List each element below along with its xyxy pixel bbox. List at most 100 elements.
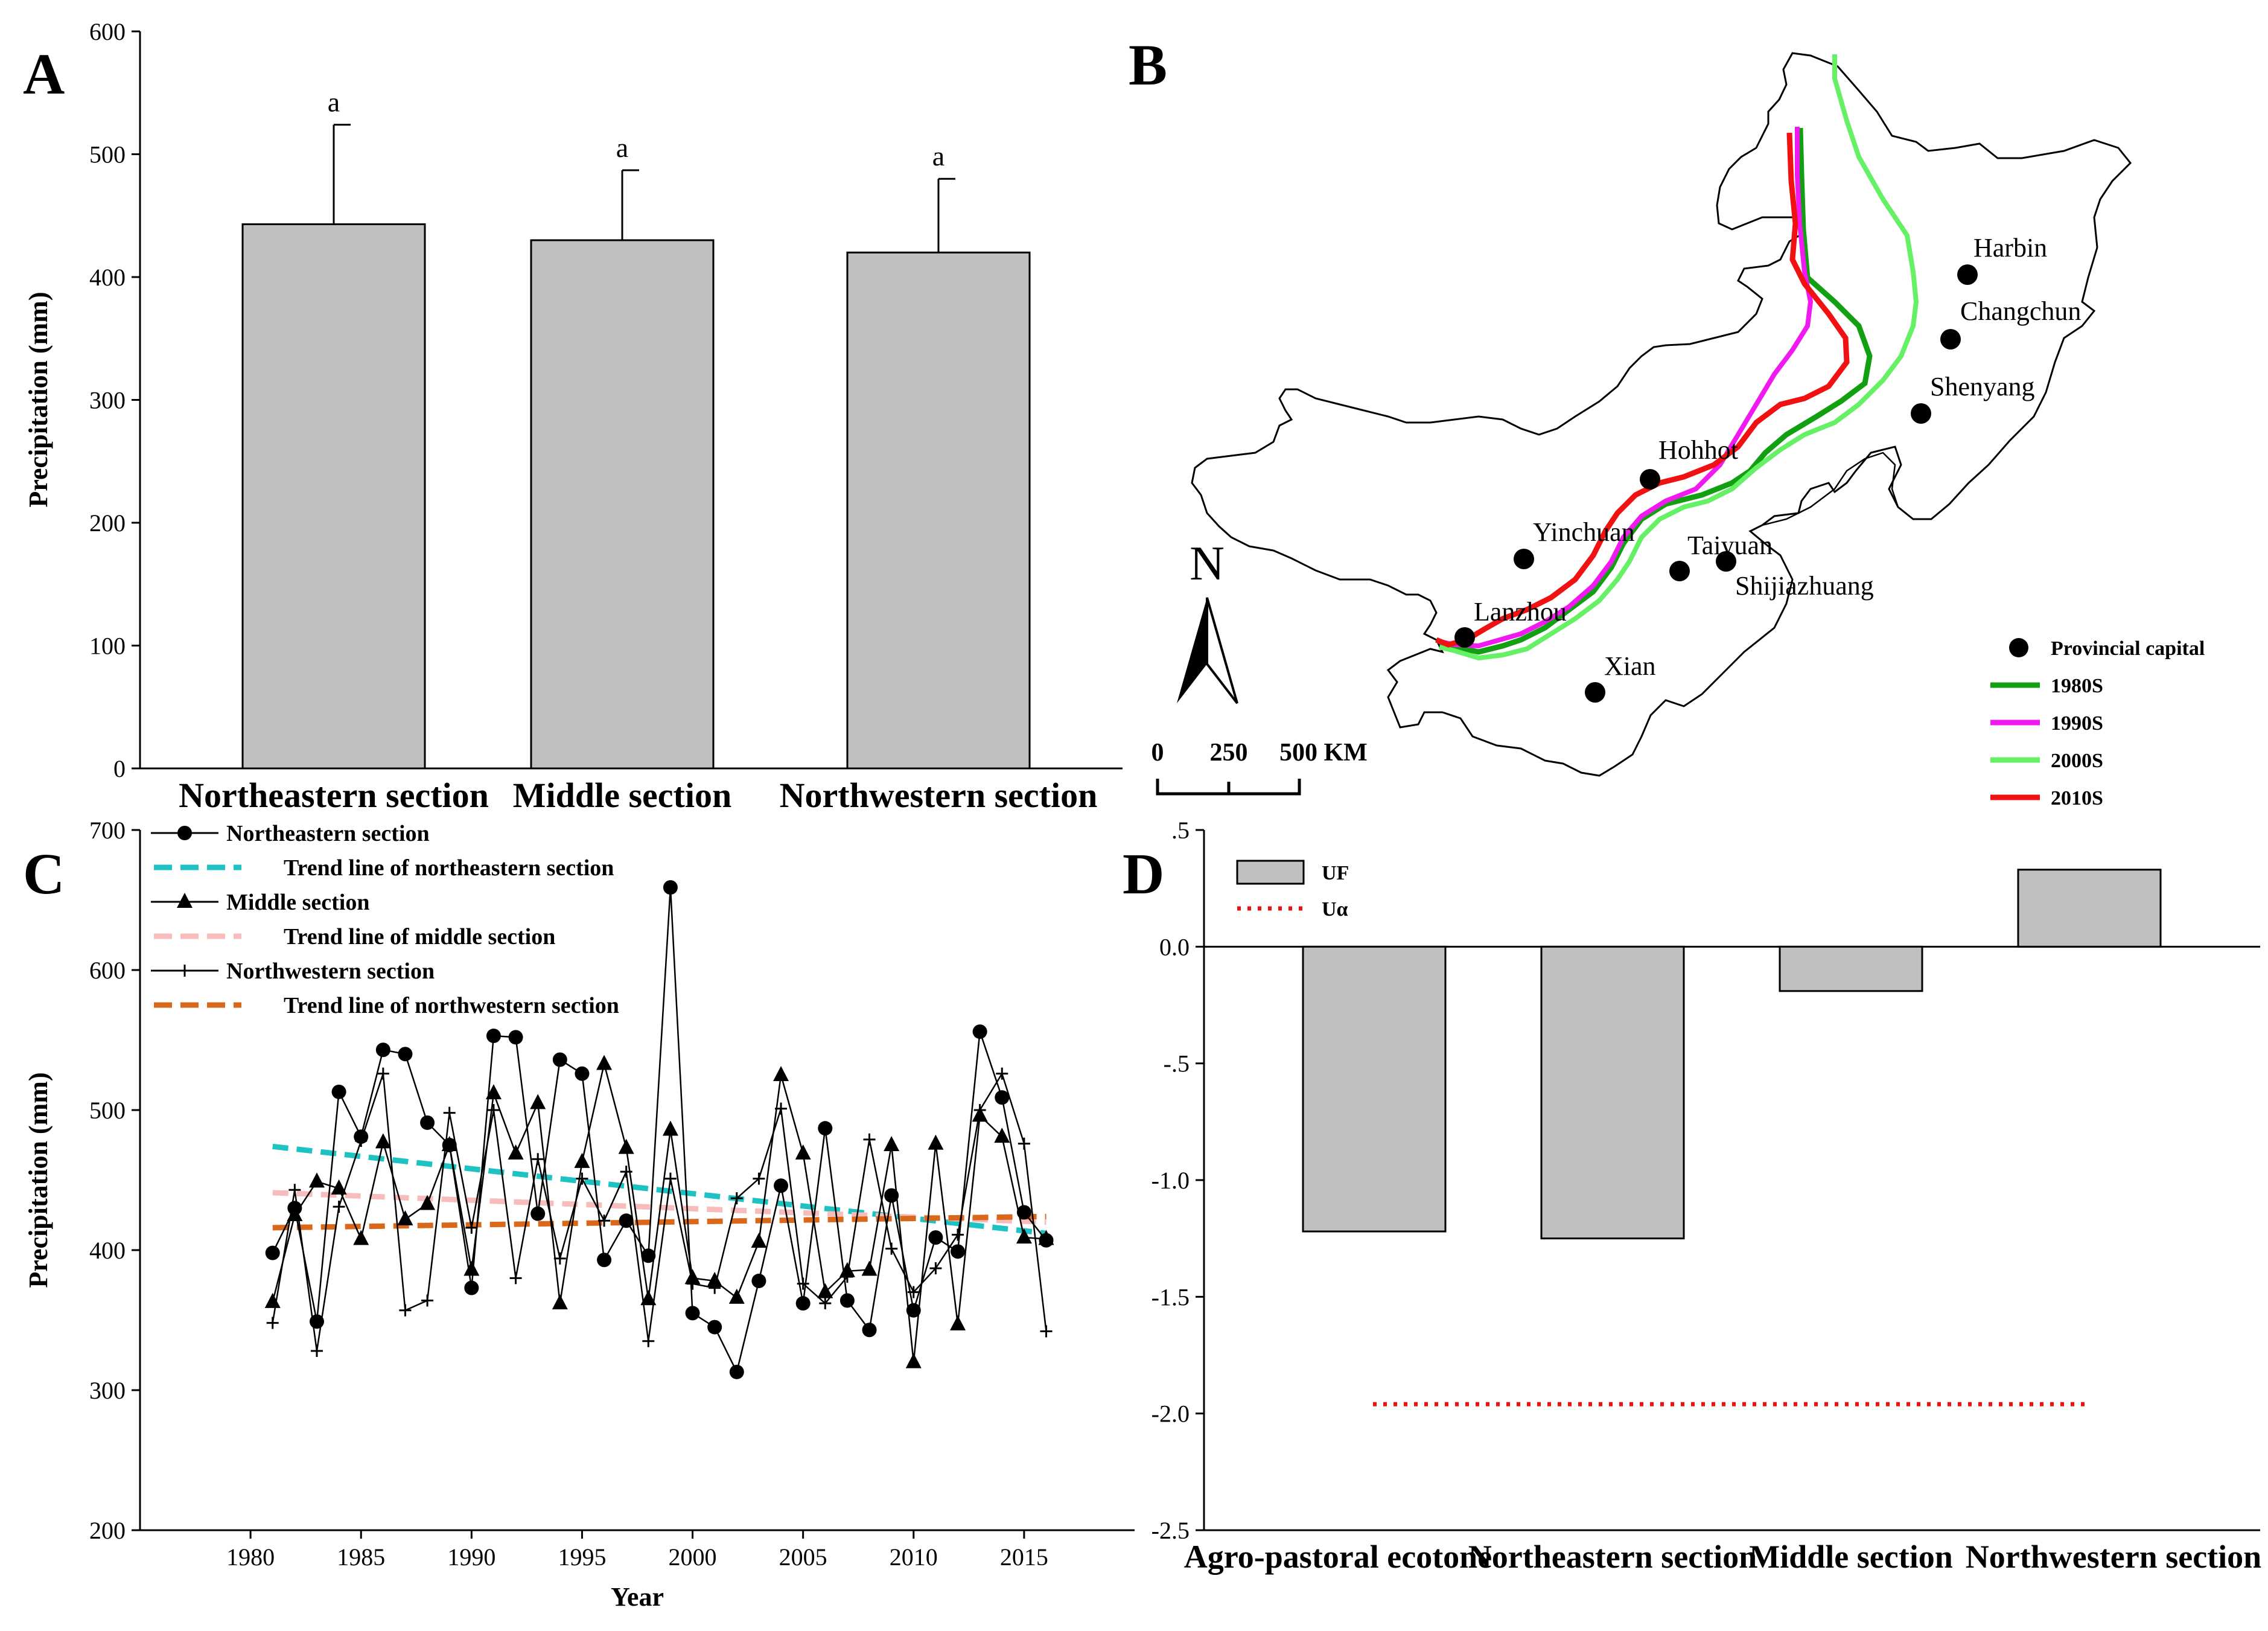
chart-c-trend-line (272, 1213, 1046, 1231)
chart-c-point (1016, 1205, 1031, 1220)
chart-c-point (973, 1104, 986, 1116)
map-outline (1191, 52, 2132, 777)
chart-c-point (929, 1262, 942, 1275)
chart-d-y-tick-label: -.5 (1164, 1050, 1190, 1077)
chart-c-point (995, 1090, 1010, 1105)
chart-c-point (730, 1192, 743, 1205)
chart-c-point (355, 1135, 368, 1147)
chart-c-legend: Northeastern section Trend line of northe… (151, 821, 619, 1018)
chart-c-x-tick-label: 2010 (890, 1543, 938, 1571)
chart-c-y-tick-label: 400 (89, 1237, 126, 1264)
chart-c-point (420, 1115, 435, 1130)
chart-c-point (641, 1248, 656, 1263)
chart-c-point (620, 1166, 632, 1178)
chart-c-y-tick-label: 500 (89, 1097, 126, 1124)
chart-c-point (884, 1136, 900, 1151)
chart-c-point (685, 1306, 700, 1321)
chart-c-point (552, 1294, 568, 1310)
scale-label-0: 0 (1152, 739, 1164, 767)
chart-a-y-tick-label: 200 (89, 509, 126, 537)
chart-c-x-tick-label: 1995 (558, 1543, 606, 1571)
chart-d-bar (1302, 945, 1447, 1233)
chart-c-point (928, 1134, 944, 1150)
legend-label: Trend line of middle section (284, 924, 555, 950)
chart-c-point (640, 1290, 657, 1306)
chart-a-sig-label: a (328, 87, 340, 118)
city-label: Shijiazhuang (1735, 571, 1874, 601)
chart-c-point (774, 1178, 789, 1193)
chart-c-point (996, 1067, 1008, 1080)
chart-d-category-label: Northeastern section (1468, 1539, 1757, 1575)
chart-c-point (952, 1228, 964, 1241)
chart-c-point (1018, 1137, 1030, 1150)
chart-c-point (642, 1335, 655, 1347)
chart-c-point (841, 1271, 853, 1283)
chart-c-point (576, 1172, 588, 1185)
chart-c-point (619, 1213, 634, 1228)
chart-c-point (465, 1221, 478, 1234)
chart-d-bar (1779, 945, 1923, 992)
chart-c-point (928, 1230, 943, 1245)
chart-c-y-tick-label: 200 (89, 1517, 126, 1544)
city-label: Xian (1604, 651, 1656, 681)
chart-c-point (508, 1144, 524, 1160)
chart-a-sig-label: a (616, 132, 628, 163)
chart-c: 200 300 400 500 600 700 1980 1985 1990 1995 2000 20… (24, 817, 1135, 1612)
chart-c-point (905, 1353, 922, 1368)
chart-c-point (463, 1260, 480, 1276)
chart-c-point (486, 1029, 501, 1044)
chart-c-x-tick-label: 1980 (226, 1543, 275, 1571)
scale-label-250: 250 (1210, 739, 1248, 767)
chart-c-point (664, 1172, 677, 1185)
chart-c-point (1038, 1230, 1054, 1245)
chart-d-y-tick-label: .5 (1171, 817, 1190, 844)
legend-label: 2010S (2051, 787, 2103, 809)
chart-c-point (596, 1055, 613, 1070)
city-dot (1957, 264, 1978, 285)
city-label: Yinchuan (1533, 517, 1635, 547)
line-1980s (1435, 127, 1873, 655)
chart-c-point (662, 1120, 678, 1136)
legend-label: 1980S (2051, 675, 2103, 697)
line-2000s (1439, 54, 1919, 661)
chart-c-point (398, 1047, 413, 1062)
chart-c-point (443, 1106, 456, 1119)
chart-c-point (598, 1214, 611, 1227)
chart-c-point (532, 1153, 544, 1166)
chart-a-category-label: Northwestern section (780, 776, 1098, 815)
legend-swatch-uf (1236, 860, 1305, 885)
chart-d-y-tick-label: -1.0 (1152, 1167, 1190, 1194)
chart-c-point (751, 1233, 767, 1248)
chart-c-point (751, 1274, 766, 1289)
chart-c-x-tick-label: 2000 (669, 1543, 717, 1571)
chart-c-y-title: Precipitation (mm) (24, 1072, 53, 1288)
chart-a: 0 100 200 300 400 500 600 a Northeastern sectio… (24, 18, 1123, 815)
chart-c-point (839, 1293, 855, 1308)
legend-label: Trend line of northwestern section (284, 993, 619, 1018)
chart-d-y-tick-label: -2.0 (1152, 1400, 1190, 1428)
north-arrow-left (1177, 598, 1207, 703)
chart-c-point (553, 1252, 566, 1265)
north-arrow: N (1177, 537, 1238, 704)
chart-c-point (399, 1304, 412, 1317)
legend-label: 2000S (2051, 750, 2103, 772)
chart-c-point (575, 1066, 590, 1081)
chart-c-y-tick-label: 700 (89, 817, 126, 844)
chart-d-y-tick-label: -1.5 (1152, 1283, 1190, 1310)
chart-c-point (994, 1128, 1010, 1143)
chart-c-point (863, 1133, 876, 1146)
chart-a-y-tick-label: 100 (89, 633, 126, 660)
chart-c-point (839, 1262, 855, 1277)
chart-c-point (375, 1042, 390, 1058)
chart-c-point (907, 1286, 920, 1298)
chart-d: .5 0.0 -.5 -1.0 -1.5 -2.0 -2.5 Agro-pastoral e… (1152, 817, 2262, 1575)
chart-c-x-tick-label: 1990 (447, 1543, 495, 1571)
chart-a-bar (241, 223, 426, 770)
chart-c-point (773, 1066, 789, 1081)
chart-c-point (530, 1094, 546, 1109)
city-label: Shenyang (1930, 372, 2035, 401)
chart-c-point (487, 1104, 500, 1116)
chart-c-point (709, 1282, 721, 1294)
chart-c-point (597, 1253, 612, 1268)
